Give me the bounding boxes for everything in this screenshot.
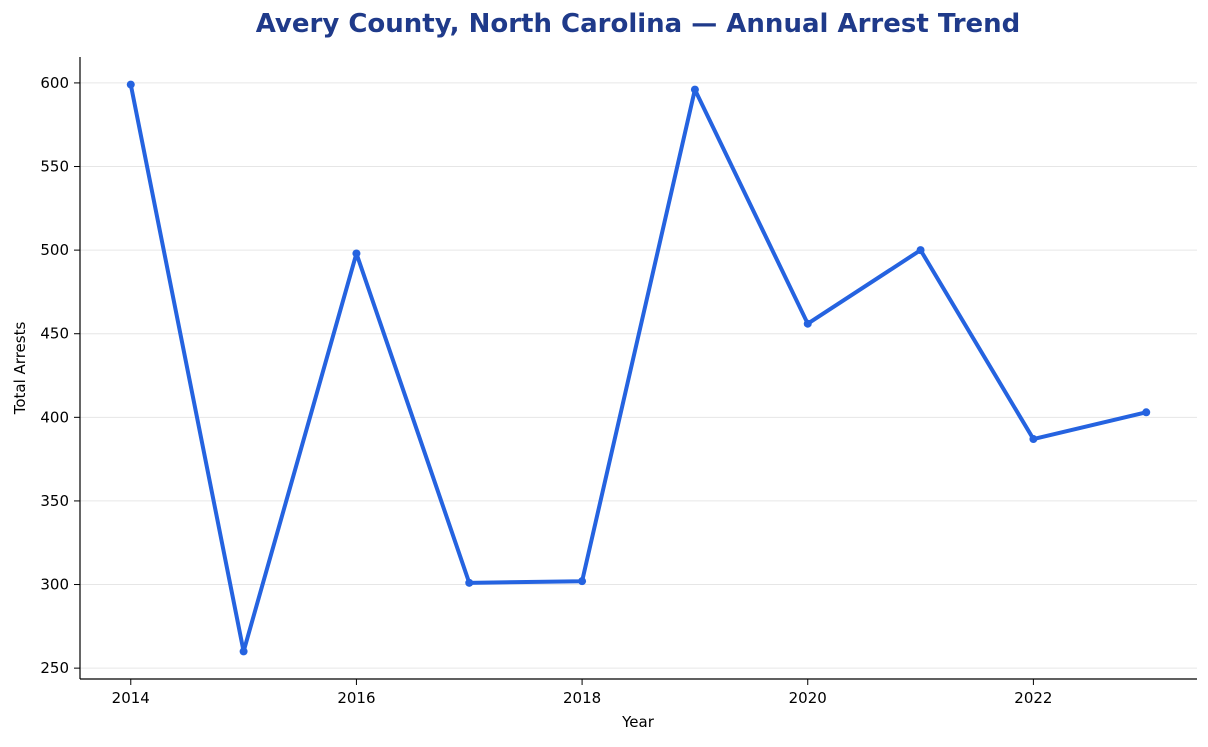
y-tick-label: 300 bbox=[40, 576, 69, 594]
tick-labels: 250 300 350 400 450 500 550 600 2014 2016 2018 2020… bbox=[40, 74, 1052, 707]
x-tick-label: 2018 bbox=[563, 689, 601, 707]
x-axis-label: Year bbox=[621, 713, 655, 731]
y-tick-label: 450 bbox=[40, 325, 69, 343]
y-tick-label: 500 bbox=[40, 241, 69, 259]
y-tick-label: 400 bbox=[40, 408, 69, 426]
series-line bbox=[128, 82, 1149, 654]
y-tick-label: 550 bbox=[40, 158, 69, 176]
x-tick-label: 2020 bbox=[789, 689, 827, 707]
y-tick-label: 600 bbox=[40, 74, 69, 92]
data-point bbox=[239, 647, 248, 656]
y-tick-label: 250 bbox=[40, 659, 69, 677]
data-point bbox=[803, 319, 812, 328]
gridlines bbox=[80, 82, 1197, 669]
x-tick-label: 2022 bbox=[1014, 689, 1052, 707]
data-point bbox=[578, 577, 587, 586]
data-point bbox=[1029, 435, 1038, 444]
x-tick-label: 2014 bbox=[112, 689, 150, 707]
data-point bbox=[126, 80, 135, 89]
chart-title: Avery County, North Carolina — Annual Ar… bbox=[256, 9, 1021, 39]
series-layer bbox=[126, 80, 1151, 656]
data-point bbox=[352, 249, 361, 258]
data-point bbox=[916, 246, 925, 255]
data-point bbox=[1142, 408, 1151, 417]
y-tick-label: 350 bbox=[40, 492, 69, 510]
data-point bbox=[465, 578, 474, 587]
data-point bbox=[690, 85, 699, 94]
axes bbox=[74, 57, 1197, 685]
y-axis-label: Total Arrests bbox=[11, 322, 29, 416]
x-tick-label: 2016 bbox=[337, 689, 375, 707]
